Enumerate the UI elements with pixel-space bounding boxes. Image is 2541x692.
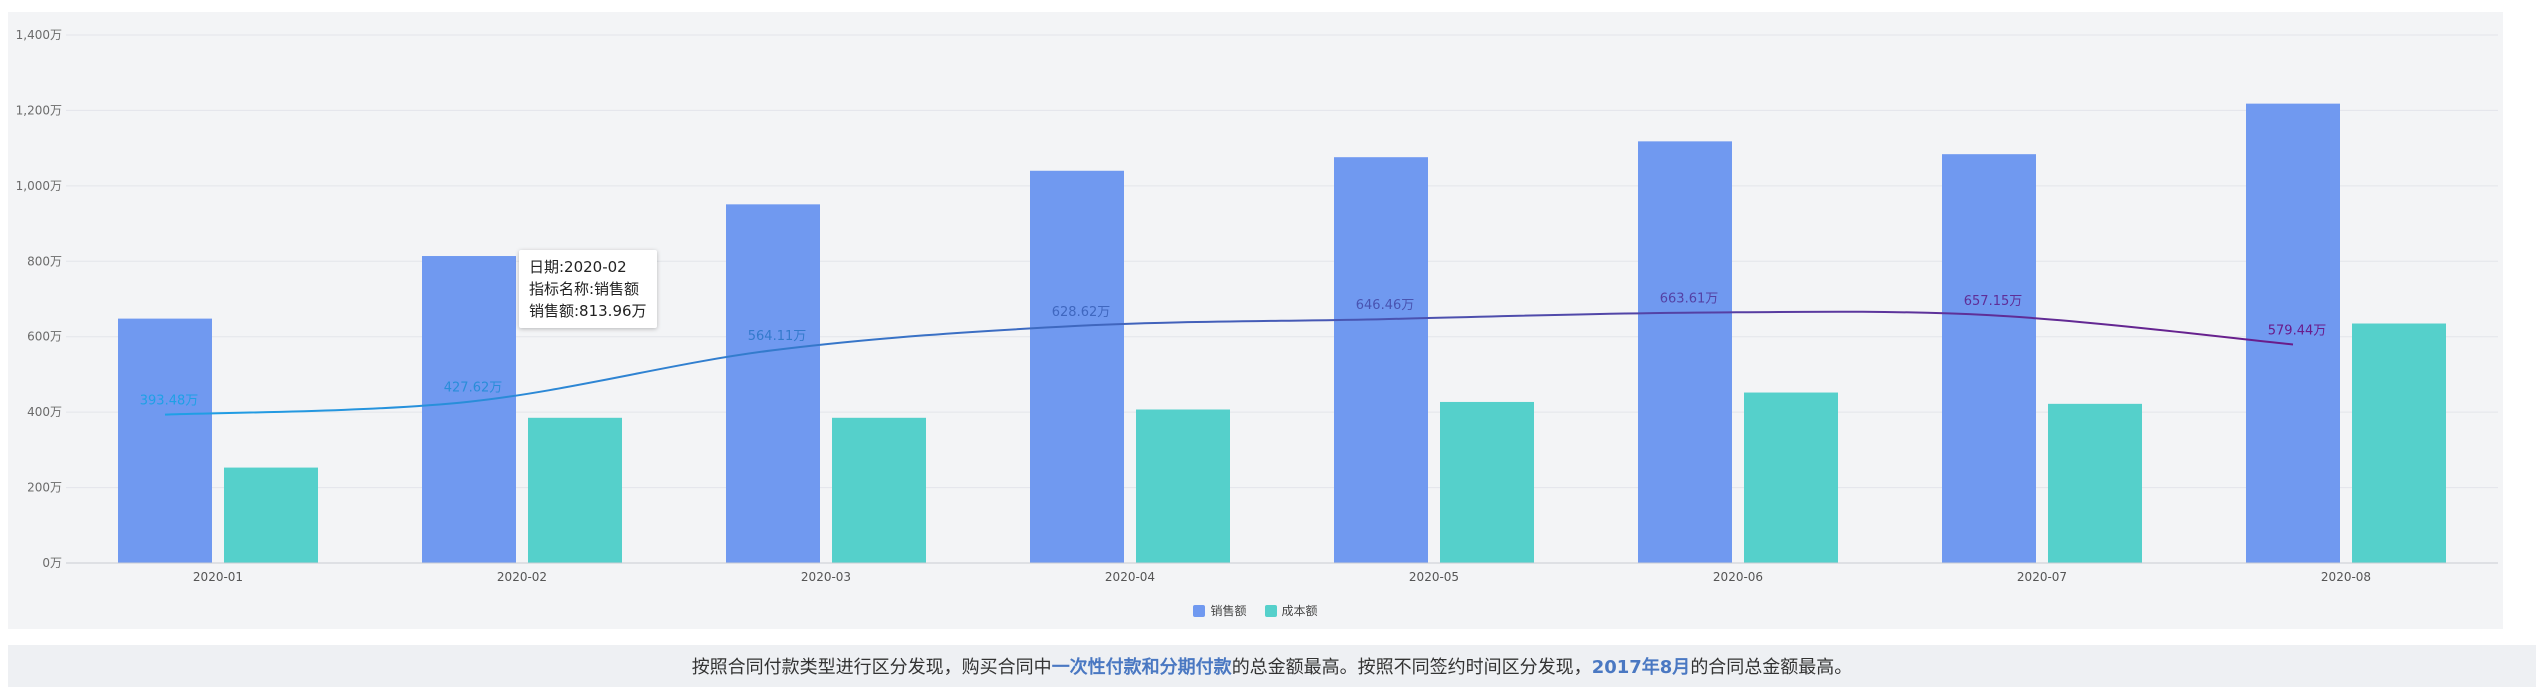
legend-swatch-sales (1193, 604, 1206, 617)
line-data-label: 393.48万 (140, 394, 199, 409)
y-tick-label: 200万 (27, 481, 62, 495)
x-tick-label: 2020-07 (2017, 570, 2067, 584)
bar-sales (1942, 154, 2036, 564)
chart-panel: 393.48万 427.62万 564.11万 628.62万 646.46万 663.6… (8, 12, 2503, 629)
y-tick-label: 0万 (42, 556, 62, 570)
bar-cost (1440, 401, 1534, 563)
bar-sales (118, 318, 212, 563)
y-tick-label: 1,200万 (16, 103, 62, 117)
bar-cost (224, 467, 318, 563)
tooltip-value: 销售额:813.96万 (529, 302, 647, 320)
legend-swatch-cost (1264, 604, 1277, 617)
bar-sales (1030, 170, 1124, 563)
bar-cost (2352, 323, 2446, 563)
y-tick-label: 1,000万 (16, 179, 62, 193)
bar-sales (1638, 141, 1732, 563)
line-data-label: 579.44万 (2268, 323, 2327, 338)
bar-sales (726, 204, 820, 563)
summary-part-2: 的总金额最高。按照不同签约时间区分发现， (1231, 657, 1592, 678)
line-data-label: 657.15万 (1964, 294, 2023, 309)
line-data-label: 646.46万 (1356, 298, 1415, 313)
bar-sales (1334, 157, 1428, 564)
x-tick-label: 2020-01 (193, 570, 243, 584)
bar-cost (1136, 409, 1230, 563)
y-tick-label: 1,400万 (16, 28, 62, 42)
bar-cost (2048, 403, 2142, 563)
x-tick-label: 2020-04 (1105, 570, 1155, 584)
legend-label-cost: 成本额 (1281, 604, 1318, 618)
x-tick-label: 2020-06 (1713, 570, 1763, 584)
bar-sales (2246, 103, 2340, 563)
legend-item-sales[interactable]: 销售额 (1193, 602, 1247, 619)
summary-highlight-date: 2017年8月 (1591, 657, 1691, 678)
summary-part-3: 的合同总金额最高。 (1690, 657, 1853, 678)
summary-highlight-payment-type: 一次性付款和分期付款 (1051, 657, 1232, 678)
tooltip-metric: 指标名称:销售额 (529, 280, 640, 298)
line-data-label: 628.62万 (1052, 305, 1111, 320)
y-tick-label: 400万 (27, 405, 62, 419)
line-data-label: 663.61万 (1660, 292, 1719, 307)
line-data-label: 564.11万 (748, 329, 807, 344)
x-tick-label: 2020-08 (2321, 570, 2371, 584)
summary-text: 按照合同付款类型进行区分发现，购买合同中一次性付款和分期付款的总金额最高。按照不… (692, 653, 1853, 679)
summary-panel: 按照合同付款类型进行区分发现，购买合同中一次性付款和分期付款的总金额最高。按照不… (8, 645, 2536, 687)
x-tick-label: 2020-05 (1409, 570, 1459, 584)
bar-cost (528, 417, 622, 563)
summary-part-1: 按照合同付款类型进行区分发现，购买合同中 (691, 657, 1052, 678)
bar-cost (832, 417, 926, 563)
x-tick-label: 2020-03 (801, 570, 851, 584)
bar-sales (422, 256, 516, 563)
chart-legend: 销售额 成本额 (8, 602, 2503, 619)
tooltip-date: 日期:2020-02 (529, 258, 627, 276)
chart-tooltip: 日期:2020-02 指标名称:销售额 销售额:813.96万 (519, 250, 657, 328)
combo-chart: 393.48万 427.62万 564.11万 628.62万 646.46万 663.6… (16, 28, 2498, 584)
legend-label-sales: 销售额 (1210, 604, 1247, 618)
bar-cost (1744, 392, 1838, 563)
y-tick-label: 600万 (27, 330, 62, 344)
legend-item-cost[interactable]: 成本额 (1264, 602, 1318, 619)
line-data-label: 427.62万 (444, 381, 503, 396)
series-line (164, 310, 2294, 416)
x-tick-label: 2020-02 (497, 570, 547, 584)
y-tick-label: 800万 (27, 254, 62, 268)
